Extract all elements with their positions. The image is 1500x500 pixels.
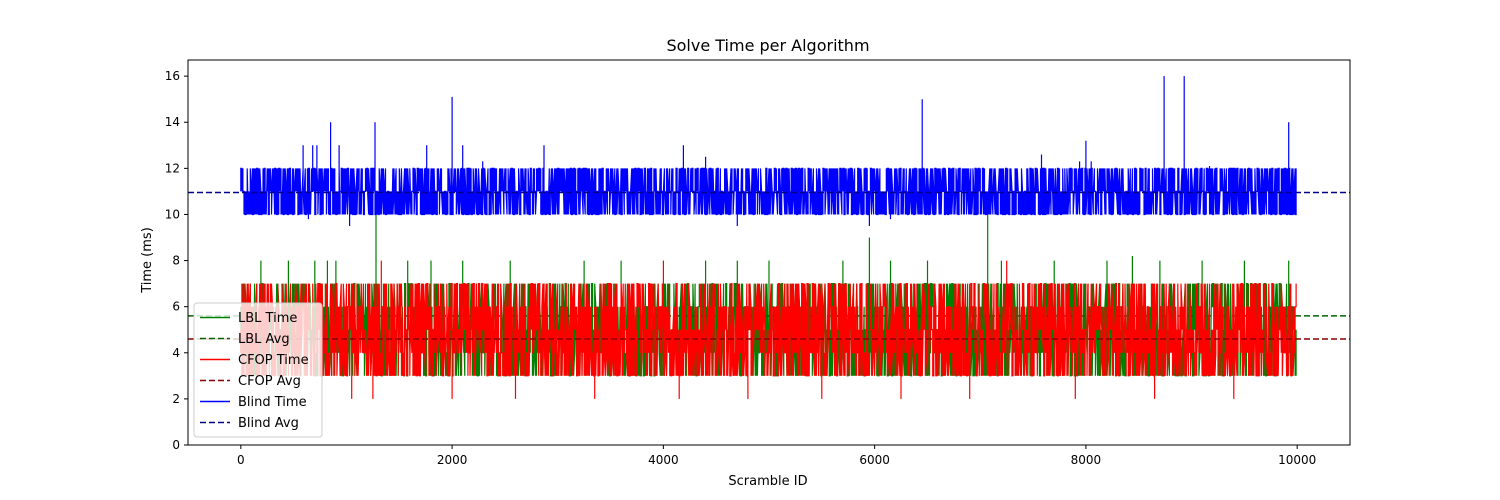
y-tick-label-2: 4 (172, 346, 180, 360)
plot-frame (187, 59, 1351, 446)
series-line-4 (240, 76, 1297, 226)
y-tick-label-5: 10 (165, 207, 180, 221)
y-tick-label-6: 12 (165, 161, 180, 175)
y-tick-label-3: 6 (172, 300, 180, 314)
y-tick-label-8: 16 (165, 69, 180, 83)
x-axis-ticks: 0 2000 4000 6000 8000 10000 (237, 445, 1316, 467)
x-tick-label-2: 4000 (648, 453, 679, 467)
legend-label-5: Blind Avg (238, 416, 299, 431)
x-tick-label-1: 2000 (437, 453, 468, 467)
x-tick-label-5: 10000 (1278, 453, 1316, 467)
y-tick-label-4: 8 (172, 254, 180, 268)
legend-label-3: CFOP Avg (238, 374, 301, 389)
legend-label-1: LBL Avg (238, 332, 290, 347)
legend-label-4: Blind Time (238, 395, 307, 410)
x-axis-label: Scramble ID (728, 474, 807, 489)
y-axis-label: Time (ms) (140, 227, 155, 294)
plot-lines (188, 76, 1350, 399)
y-tick-label-7: 14 (165, 115, 180, 129)
series-line-2 (240, 260, 1297, 399)
y-tick-label-1: 2 (172, 392, 180, 406)
legend: LBL Time LBL Avg CFOP Time CFOP Avg Blind Ti… (193, 302, 323, 438)
y-axis-ticks: 0 2 4 6 8 10 12 14 16 (165, 69, 188, 452)
x-tick-label-0: 0 (237, 453, 245, 467)
chart-title: Solve Time per Algorithm (666, 36, 869, 55)
legend-label-2: CFOP Time (238, 353, 309, 368)
x-tick-label-4: 8000 (1071, 453, 1102, 467)
legend-box (193, 302, 323, 438)
y-tick-label-0: 0 (172, 438, 180, 452)
x-tick-label-3: 6000 (859, 453, 890, 467)
legend-label-0: LBL Time (238, 311, 297, 326)
